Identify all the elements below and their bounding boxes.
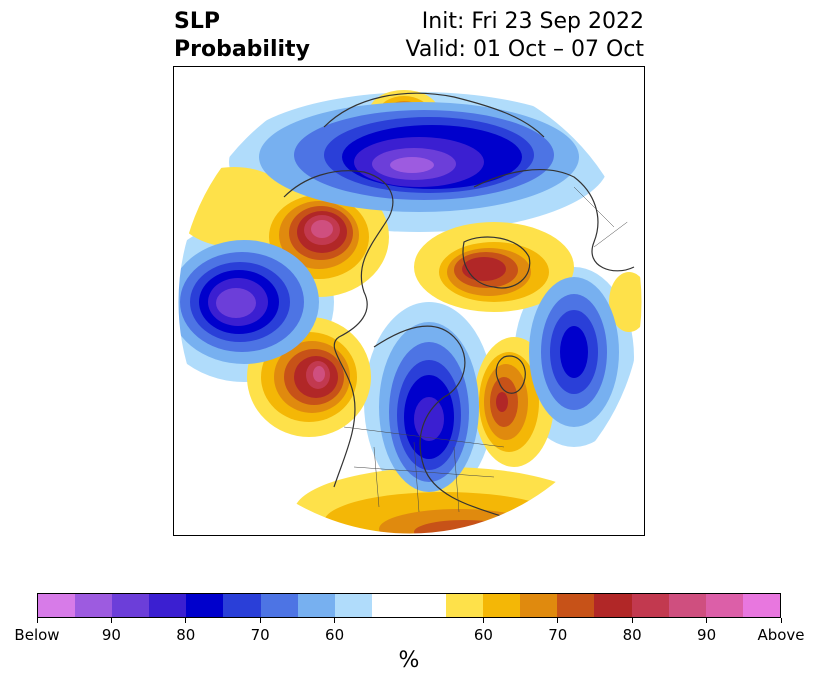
colorbar-tick-mark <box>482 618 484 623</box>
colorbar-tick-mark <box>557 618 559 623</box>
colorbar-swatch <box>186 594 224 617</box>
colorbar-swatch <box>705 594 743 617</box>
colorbar-tick-label: 80 <box>622 626 642 644</box>
polar-map <box>177 69 643 535</box>
title-field: Probability <box>174 37 310 62</box>
colorbar-swatch <box>594 594 632 617</box>
colorbar-swatch <box>408 594 447 617</box>
colorbar-tick-label: 60 <box>473 626 493 644</box>
colorbar-swatch <box>38 594 76 617</box>
colorbar-swatch <box>149 594 187 617</box>
title-variable: SLP <box>174 9 220 34</box>
colorbar-tick-label: Below <box>14 626 60 644</box>
colorbar-swatch <box>334 594 372 617</box>
colorbar-tick-mark <box>36 618 38 623</box>
colorbar-tick-label: 60 <box>325 626 345 644</box>
colorbar-swatch <box>668 594 706 617</box>
colorbar-swatch <box>742 594 780 617</box>
colorbar-tick-label: 70 <box>250 626 270 644</box>
colorbar-swatch <box>223 594 261 617</box>
colorbar-tick-mark <box>110 618 112 623</box>
colorbar <box>37 593 781 618</box>
colorbar-swatch <box>297 594 335 617</box>
colorbar-swatch <box>631 594 669 617</box>
colorbar-tick-label: 90 <box>101 626 121 644</box>
colorbar-tick-mark <box>780 618 782 623</box>
colorbar-tick-mark <box>334 618 336 623</box>
valid-range: Valid: 01 Oct – 07 Oct <box>405 37 644 62</box>
colorbar-tick-label: Above <box>757 626 805 644</box>
coastlines <box>283 92 635 534</box>
colorbar-unit: % <box>398 648 420 673</box>
colorbar-swatch <box>260 594 298 617</box>
colorbar-swatch <box>446 594 484 617</box>
colorbar-swatch <box>75 594 113 617</box>
chart-title-left: SLP Probability <box>174 8 310 64</box>
colorbar-tick-mark <box>259 618 261 623</box>
colorbar-tick-mark <box>185 618 187 623</box>
colorbar-swatch <box>371 594 409 617</box>
colorbar-tick-label: 80 <box>176 626 196 644</box>
colorbar-tick-label: 70 <box>548 626 568 644</box>
colorbar-tick-mark <box>706 618 708 623</box>
map-panel <box>173 66 645 536</box>
init-date: Init: Fri 23 Sep 2022 <box>421 9 644 34</box>
colorbar-swatch <box>483 594 521 617</box>
colorbar-tick-label: 90 <box>697 626 717 644</box>
colorbar-swatch <box>520 594 558 617</box>
colorbar-tick-mark <box>631 618 633 623</box>
chart-title-right: Init: Fri 23 Sep 2022 Valid: 01 Oct – 07… <box>406 8 644 64</box>
colorbar-swatch <box>112 594 150 617</box>
colorbar-swatch <box>557 594 595 617</box>
europe-yellow <box>609 272 642 332</box>
